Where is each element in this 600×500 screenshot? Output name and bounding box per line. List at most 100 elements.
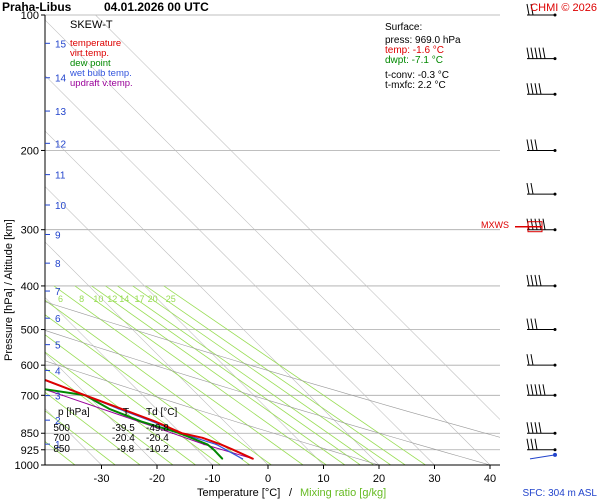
x-tick-label: 0 [265, 473, 271, 485]
station-name: Praha-Libus [2, 0, 72, 14]
isotherm-line [45, 297, 213, 465]
mixing-ratio-line [145, 285, 406, 465]
wind-barb [526, 318, 557, 332]
isotherm-line [45, 186, 324, 465]
altitude-label: 14 [55, 74, 67, 85]
legend-temperature: temperature [70, 38, 121, 49]
y-tick-label: 500 [21, 325, 39, 337]
altitude-label: 2 [55, 416, 61, 427]
mixing-ratio-line [117, 285, 374, 465]
table-cell: -20.4 [112, 433, 135, 444]
wind-barb [526, 3, 557, 17]
mixing-ratio-line [132, 285, 391, 465]
wind-barb [526, 83, 557, 96]
isotherm-line [45, 352, 158, 465]
mxws-marker [527, 221, 543, 233]
series-point [140, 420, 142, 423]
level-table: p [hPa] T Td [°C] 500 -39.5 -49.8 700 -2… [53, 407, 177, 455]
series-line-updraft-v-temp- [45, 388, 254, 460]
wind-barbs [515, 3, 557, 460]
surface-dwpt: dwpt: -7.1 °C [385, 55, 443, 66]
isotherm-line [45, 19, 491, 465]
xlabel-separator: / [289, 487, 293, 499]
table-header-t: T [123, 407, 129, 418]
mixing-ratio-label: 8 [79, 294, 84, 304]
altitude-label: 4 [55, 366, 61, 377]
mixing-ratio-label: 10 [93, 294, 103, 304]
legend-updraft: updraft v.temp. [70, 78, 133, 89]
series-point [232, 449, 235, 451]
xlabel-mixing-ratio: Mixing ratio [g/kg] [300, 487, 386, 499]
altitude-label: 15 [55, 39, 67, 50]
mixing-ratio-label: 14 [119, 294, 129, 304]
table-cell: 500 [53, 423, 70, 434]
y-tick-label: 400 [21, 281, 39, 293]
series-point [220, 443, 222, 446]
mixing-ratio-line [45, 334, 221, 465]
y-tick-label: 925 [21, 445, 39, 457]
sfc-elevation: SFC: 304 m ASL [523, 488, 598, 499]
legend-dew-point: dew point [70, 58, 111, 69]
surface-press: press: 969.0 hPa [385, 35, 461, 46]
table-cell: -49.8 [146, 423, 169, 434]
x-tick-label: 40 [484, 473, 496, 485]
y-tick-label: 1000 [15, 460, 39, 472]
isotherm-grid: -80 °C-70-60-50-40-30-20-10 °C [45, 15, 500, 465]
y-tick-label: 850 [21, 428, 39, 440]
y-tick-label: 300 [21, 225, 39, 237]
series-point [46, 380, 49, 382]
series-point [215, 443, 218, 446]
x-tick-label: 30 [428, 473, 440, 485]
table-header-td: Td [°C] [146, 407, 177, 418]
datetime: 04.01.2026 00 UTC [104, 0, 209, 14]
table-cell: -10.2 [146, 444, 169, 455]
series-point [201, 437, 204, 439]
y-tick-label: 600 [21, 360, 39, 372]
series-point [225, 449, 227, 451]
mixing-ratio-line [74, 285, 327, 465]
mixing-ratio-label: 17 [135, 294, 145, 304]
wind-barb [526, 182, 557, 196]
series-point [252, 458, 254, 460]
isotherm-line [45, 241, 269, 465]
altitude-label: 6 [55, 314, 61, 325]
wind-barb [526, 47, 557, 61]
series-point [171, 432, 174, 435]
table-cell: -9.8 [117, 444, 135, 455]
dry-adiabat [45, 360, 380, 465]
legend-virt-temp: virt.temp. [70, 48, 109, 59]
mixing-ratio-label: 20 [148, 294, 158, 304]
surface-title: Surface: [385, 22, 422, 33]
series-line-temperature [45, 378, 254, 460]
table-cell: 700 [53, 433, 70, 444]
series-point [61, 394, 64, 397]
series-point [213, 449, 215, 451]
series-point [241, 458, 244, 460]
table-cell: -20.4 [146, 433, 169, 444]
mixing-ratio-line [45, 410, 116, 465]
wind-barb [526, 354, 557, 367]
wind-barb [526, 274, 557, 288]
table-header-p: p [hPa] [58, 407, 90, 418]
series-line-dew-point [45, 388, 224, 460]
wind-barb [526, 139, 557, 152]
isotherm-line [95, 15, 500, 420]
mixing-ratio-line [53, 285, 304, 465]
xlabel-temperature: Temperature [°C] [197, 487, 280, 499]
surface-tconv: t-conv: -0.3 °C [385, 70, 449, 81]
y-tick-label: 100 [21, 10, 39, 22]
series-point [84, 394, 86, 397]
surface-info: Surface: press: 969.0 hPa temp: -1.6 °C … [385, 22, 461, 91]
series-point [120, 408, 123, 410]
mixing-ratio-line [163, 285, 426, 465]
wind-barb [526, 384, 557, 397]
mixing-ratio-line [105, 285, 361, 465]
x-tick-label: 20 [373, 473, 385, 485]
isotherm-line [45, 130, 380, 465]
altitude-label: 13 [55, 107, 67, 118]
x-tick-label: 10 [317, 473, 329, 485]
dry-adiabat [45, 330, 491, 465]
mixing-ratio-label: 25 [166, 294, 176, 304]
